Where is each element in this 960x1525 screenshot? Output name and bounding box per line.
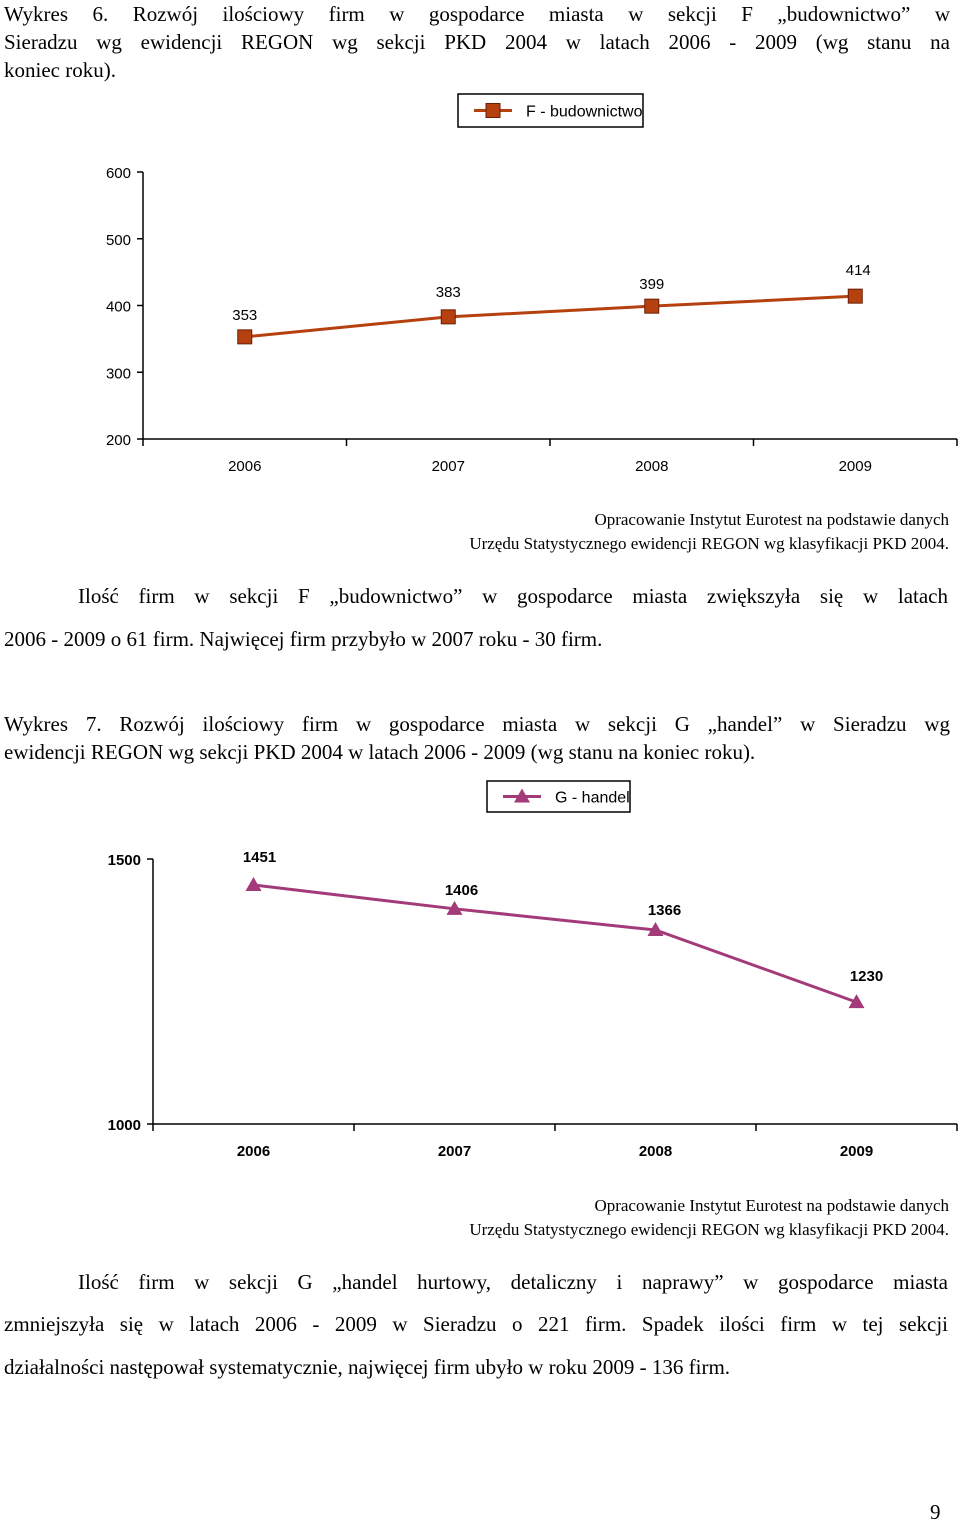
x-tick-label: 2006 <box>237 1143 270 1160</box>
y-tick-label: 200 <box>106 432 131 449</box>
data-label: 414 <box>846 262 871 279</box>
data-label: 399 <box>639 276 664 293</box>
chart-g-handel: G - handel 1000 1500 2006 2007 2008 2009 1451 14… <box>108 780 958 1160</box>
chart6-caption-line1: Wykres 6. Rozwój ilościowy firm w gospod… <box>4 2 950 26</box>
data-point <box>237 329 253 345</box>
data-point <box>644 298 660 314</box>
text6-line2: 2006 - 2009 o 61 firm. Najwięcej firm pr… <box>4 627 603 651</box>
data-point <box>440 309 456 325</box>
x-tick-label: 2008 <box>635 458 668 475</box>
x-tick-label: 2008 <box>639 1143 672 1160</box>
data-point <box>848 994 865 1009</box>
legend-marker-square <box>485 103 501 118</box>
text7-line3: działalności następował systematycznie, … <box>4 1355 731 1379</box>
chart7-source-line2: Urzędu Statystycznego ewidencji REGON wg… <box>469 1220 949 1239</box>
y-tick-label: 1500 <box>108 852 141 869</box>
chart-f-budownictwo: F - budownictwo 200 300 400 500 600 2006 2007 20… <box>106 93 958 475</box>
y-tick-label: 1000 <box>108 1117 141 1134</box>
data-label: 383 <box>436 284 461 301</box>
data-point <box>647 922 664 937</box>
y-tick-label: 600 <box>106 165 131 182</box>
chart6-caption-line3: koniec roku). <box>4 58 116 82</box>
x-tick-label: 2006 <box>228 458 261 475</box>
legend-marker-triangle <box>514 788 530 803</box>
legend-label: F - budownictwo <box>526 104 643 121</box>
text7-line2: zmniejszyła się w latach 2006 - 2009 w S… <box>4 1312 948 1336</box>
data-point <box>245 876 262 891</box>
y-tick-label: 400 <box>106 299 131 316</box>
x-tick-label: 2009 <box>839 458 872 475</box>
legend-label: G - handel <box>555 790 630 807</box>
data-point <box>847 288 863 304</box>
series-line <box>253 883 858 1004</box>
y-tick-label: 500 <box>106 232 131 249</box>
chart6-caption-line2: Sieradzu wg ewidencji REGON wg sekcji PK… <box>4 30 950 54</box>
x-tick-label: 2007 <box>438 1143 471 1160</box>
y-tick-label: 300 <box>106 365 131 382</box>
data-label: 1366 <box>648 902 681 919</box>
chart7-caption-line2: ewidencji REGON wg sekcji PKD 2004 w lat… <box>4 740 756 764</box>
data-label: 1406 <box>445 882 478 899</box>
data-label: 353 <box>232 307 257 324</box>
series-line <box>244 294 856 339</box>
text6-line1: Ilość firm w sekcji F „budownictwo” w go… <box>78 584 948 608</box>
page-number: 9 <box>930 1500 941 1524</box>
chart6-source-line2: Urzędu Statystycznego ewidencji REGON wg… <box>469 534 949 553</box>
text7-line1: Ilość firm w sekcji G „handel hurtowy, d… <box>78 1270 948 1294</box>
data-label: 1230 <box>850 968 883 985</box>
chart6-source-line1: Opracowanie Instytut Eurotest na podstaw… <box>594 510 949 529</box>
x-tick-label: 2009 <box>840 1143 873 1160</box>
x-tick-label: 2007 <box>432 458 465 475</box>
data-label: 1451 <box>243 849 276 866</box>
chart7-source-line1: Opracowanie Instytut Eurotest na podstaw… <box>594 1196 949 1215</box>
data-point <box>446 900 463 915</box>
chart7-caption-line1: Wykres 7. Rozwój ilościowy firm w gospod… <box>4 712 950 736</box>
